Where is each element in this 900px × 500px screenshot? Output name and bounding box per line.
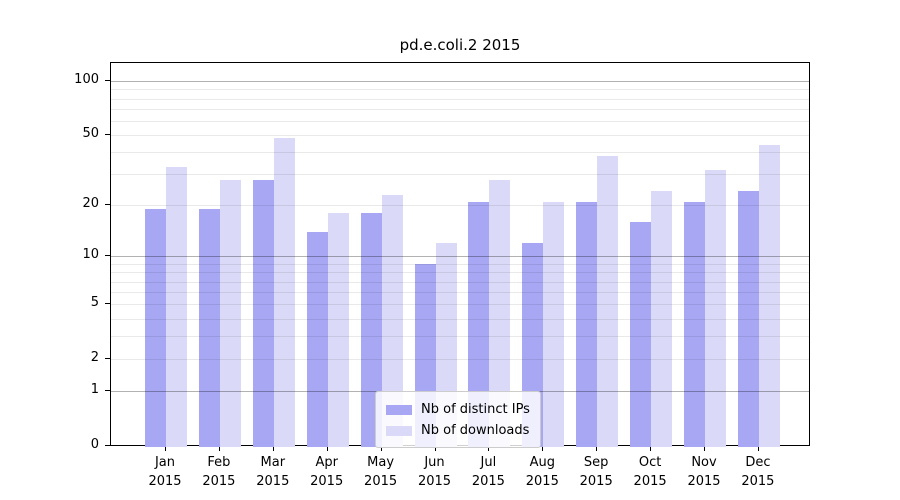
x-tick-label-jul: Jul 2015 xyxy=(471,455,505,489)
bar-downloads-oct xyxy=(651,191,673,447)
x-tick-label-apr: Apr 2015 xyxy=(310,455,344,489)
y-tick-mark-1 xyxy=(105,390,110,392)
bar-downloads-jan xyxy=(166,167,187,447)
y-tick-mark-2 xyxy=(105,358,110,360)
bar-distinct-ips-sep xyxy=(576,201,598,447)
x-tick-label-sep: Sep 2015 xyxy=(579,455,613,489)
bars-layer xyxy=(111,63,809,447)
y-tick-mark-20 xyxy=(105,204,110,206)
x-tick-label-feb: Feb 2015 xyxy=(202,455,236,489)
bar-distinct-ips-may xyxy=(360,213,382,447)
x-tick-mark-mar xyxy=(272,446,274,451)
x-tick-mark-apr xyxy=(326,446,328,451)
bar-downloads-apr xyxy=(327,213,349,447)
bar-downloads-aug xyxy=(543,201,565,447)
y-tick-label-2: 2 xyxy=(90,350,99,366)
legend-item-downloads: Nb of downloads xyxy=(386,420,530,441)
y-tick-label-5: 5 xyxy=(90,295,99,311)
legend: Nb of distinct IPs Nb of downloads xyxy=(375,391,541,448)
bar-distinct-ips-nov xyxy=(684,201,705,447)
legend-label-distinct-ips: Nb of distinct IPs xyxy=(421,402,530,417)
x-tick-label-mar: Mar 2015 xyxy=(256,455,290,489)
legend-label-downloads: Nb of downloads xyxy=(421,423,530,438)
x-tick-mark-feb xyxy=(218,446,220,451)
x-tick-label-aug: Aug 2015 xyxy=(525,455,559,489)
legend-item-distinct-ips: Nb of distinct IPs xyxy=(386,399,530,420)
bar-distinct-ips-apr xyxy=(306,231,328,447)
x-tick-label-may: May 2015 xyxy=(364,455,398,489)
legend-swatch-distinct-ips xyxy=(386,404,412,415)
bar-downloads-may xyxy=(381,194,403,447)
y-tick-mark-5 xyxy=(105,303,110,305)
x-tick-label-jun: Jun 2015 xyxy=(417,455,452,489)
x-tick-mark-dec xyxy=(757,446,759,451)
chart-title: pd.e.coli.2 2015 xyxy=(399,36,521,54)
plot-area: Nb of distinct IPs Nb of downloads xyxy=(110,62,810,448)
x-tick-mark-jun xyxy=(434,446,436,451)
bar-distinct-ips-jan xyxy=(145,209,166,447)
x-tick-label-oct: Oct 2015 xyxy=(633,455,667,489)
y-tick-mark-10 xyxy=(105,255,110,257)
bar-downloads-feb xyxy=(219,179,241,447)
bar-distinct-ips-oct xyxy=(630,221,652,447)
legend-swatch-downloads xyxy=(386,425,412,436)
bar-distinct-ips-mar xyxy=(252,179,274,447)
bar-downloads-dec xyxy=(758,145,780,447)
x-tick-mark-jul xyxy=(488,446,490,451)
y-tick-mark-50 xyxy=(105,134,110,136)
bar-downloads-sep xyxy=(597,156,619,447)
y-axis-labels: 100 50 20 10 5 2 1 0 xyxy=(0,62,99,452)
x-tick-label-jan: Jan 2015 xyxy=(148,455,182,489)
y-tick-label-100: 100 xyxy=(74,72,99,87)
x-tick-mark-aug xyxy=(542,446,544,451)
x-tick-label-dec: Dec 2015 xyxy=(741,455,775,489)
bar-distinct-ips-jul xyxy=(468,201,490,447)
bar-distinct-ips-dec xyxy=(737,191,759,447)
x-tick-mark-nov xyxy=(704,446,705,451)
bar-downloads-nov xyxy=(705,169,726,447)
y-tick-label-0: 0 xyxy=(90,437,99,452)
y-tick-label-10: 10 xyxy=(82,247,99,263)
y-tick-label-20: 20 xyxy=(82,196,99,212)
x-tick-mark-may xyxy=(380,446,382,451)
x-tick-mark-sep xyxy=(596,446,598,451)
y-tick-mark-0 xyxy=(105,445,110,446)
y-tick-label-50: 50 xyxy=(82,126,99,142)
x-tick-label-nov: Nov 2015 xyxy=(687,455,721,489)
y-tick-label-1: 1 xyxy=(90,382,99,398)
x-tick-mark-jan xyxy=(165,446,166,451)
x-tick-mark-oct xyxy=(650,446,652,451)
bar-downloads-mar xyxy=(273,138,295,447)
bar-distinct-ips-feb xyxy=(198,209,220,447)
bar-downloads-jul xyxy=(489,179,511,447)
y-tick-mark-100 xyxy=(105,80,110,81)
